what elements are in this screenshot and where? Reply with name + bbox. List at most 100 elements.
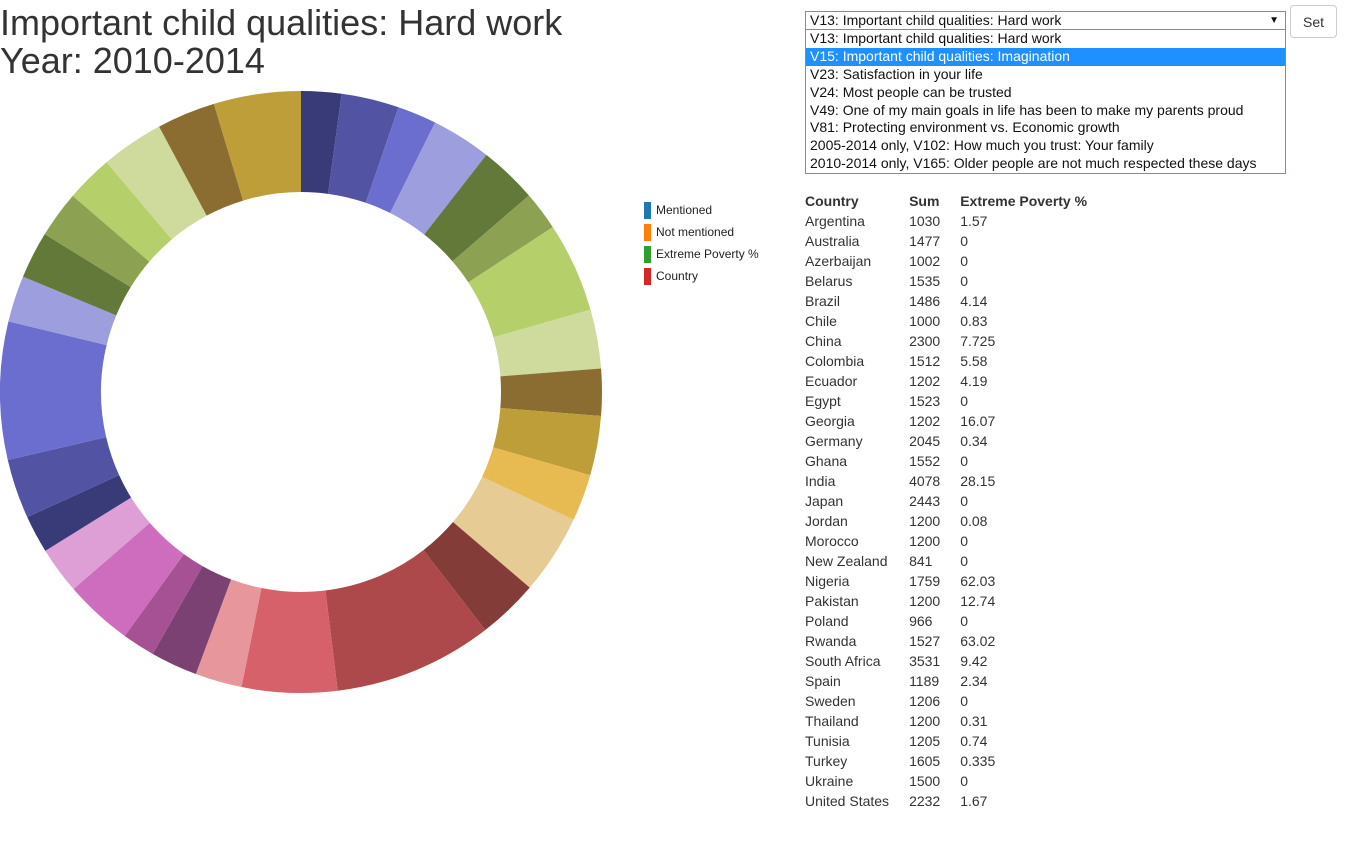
table-row: Ecuador 1202 4.19 <box>805 371 1087 391</box>
legend-item: Extreme Poverty % <box>644 243 759 265</box>
table-cell: New Zealand <box>805 553 888 569</box>
table-cell: Colombia <box>805 353 865 369</box>
dropdown-arrow-icon[interactable]: ▼ <box>1269 15 1279 26</box>
title-question: Important child qualities: Hard work <box>0 2 563 43</box>
table-cell: 12.74 <box>960 593 996 609</box>
table-header-row: Country Sum Extreme Poverty % <box>805 191 1087 211</box>
donut-slice-georgia <box>482 447 591 520</box>
table-cell: 4078 <box>909 473 941 489</box>
legend-item: Mentioned <box>644 199 759 221</box>
table-cell: 16.07 <box>960 413 996 429</box>
donut-slice-azerbaijan <box>365 107 436 213</box>
table-row: Egypt 1523 0 <box>805 391 1087 411</box>
table-cell: China <box>805 333 842 349</box>
legend-swatch <box>644 267 651 285</box>
table-row: Colombia 1512 5.58 <box>805 351 1087 371</box>
table-cell: 0.74 <box>960 733 988 749</box>
table-row: Azerbaijan 1002 0 <box>805 251 1087 271</box>
table-cell: 1527 <box>909 633 941 649</box>
table-row: Chile 1000 0.83 <box>805 311 1087 331</box>
table-cell: 3531 <box>909 653 941 669</box>
table-cell: 1202 <box>909 373 941 389</box>
table-cell: 1030 <box>909 213 941 229</box>
table-cell: Poland <box>805 613 849 629</box>
table-cell: 1202 <box>909 413 941 429</box>
table-cell: 0 <box>960 553 969 569</box>
variable-option[interactable]: 2010-2014 only, V165: Older people are n… <box>810 155 1257 172</box>
table-cell: 1486 <box>909 293 941 309</box>
table-cell: 2300 <box>909 333 941 349</box>
table-cell: Nigeria <box>805 573 850 589</box>
donut-slice-brazil <box>424 154 529 262</box>
table-row: Brazil 1486 4.14 <box>805 291 1087 311</box>
table-cell: 0 <box>960 253 969 269</box>
variable-option[interactable]: V24: Most people can be trusted <box>810 83 1012 100</box>
donut-slice-germany <box>452 476 574 588</box>
table-cell: Turkey <box>805 753 848 769</box>
table-cell: 0 <box>960 493 969 509</box>
page-title: Important child qualities: Hard work Yea… <box>0 4 562 80</box>
column-header: Sum <box>909 193 940 209</box>
variable-option[interactable]: V15: Important child qualities: Imaginat… <box>806 47 1285 66</box>
table-row: Jordan 1200 0.08 <box>805 511 1087 531</box>
table-cell: United States <box>805 793 890 809</box>
table-cell: 63.02 <box>960 633 996 649</box>
table-cell: 2045 <box>909 433 941 449</box>
variable-option[interactable]: 2005-2014 only, V102: How much you trust… <box>810 137 1154 154</box>
set-button[interactable]: Set <box>1290 5 1337 38</box>
table-cell: 28.15 <box>960 473 996 489</box>
variable-option[interactable]: V49: One of my main goals in life has be… <box>810 101 1244 118</box>
table-cell: Sweden <box>805 693 856 709</box>
table-cell: Pakistan <box>805 593 859 609</box>
table-cell: Azerbaijan <box>805 253 872 269</box>
selected-variable: V13: Important child qualities: Hard wor… <box>810 12 1062 28</box>
table-cell: 2.34 <box>960 673 988 689</box>
table-row: Germany 2045 0.34 <box>805 431 1087 451</box>
variable-select-box[interactable]: V13: Important child qualities: Hard wor… <box>805 11 1286 30</box>
table-cell: 1200 <box>909 593 941 609</box>
column-header: Country <box>805 193 859 209</box>
table-cell: 1535 <box>909 273 941 289</box>
table-row: Pakistan 1200 12.74 <box>805 591 1087 611</box>
table-cell: Chile <box>805 313 837 329</box>
table-cell: 1552 <box>909 453 941 469</box>
table-cell: 0 <box>960 693 969 709</box>
table-cell: 1477 <box>909 233 941 249</box>
table-cell: 0 <box>960 533 969 549</box>
table-row: India 4078 28.15 <box>805 471 1087 491</box>
table-cell: 1523 <box>909 393 941 409</box>
variable-option[interactable]: V13: Important child qualities: Hard wor… <box>810 30 1062 46</box>
table-row: Tunisia 1205 0.74 <box>805 731 1087 751</box>
donut-slice-spain <box>8 276 117 346</box>
table-row: New Zealand 841 0 <box>805 551 1087 571</box>
table-row: Argentina 1030 1.57 <box>805 211 1087 231</box>
table-cell: 1200 <box>909 533 941 549</box>
table-cell: Rwanda <box>805 633 857 649</box>
table-cell: 9.42 <box>960 653 988 669</box>
table-cell: Argentina <box>805 213 865 229</box>
legend-label: Extreme Poverty % <box>656 247 759 261</box>
column-header: Extreme Poverty % <box>960 193 1088 209</box>
donut-slice-ukraine <box>159 103 244 216</box>
table-row: Nigeria 1759 62.03 <box>805 571 1087 591</box>
table-cell: Morocco <box>805 533 859 549</box>
table-row: Ghana 1552 0 <box>805 451 1087 471</box>
variable-options-list[interactable]: V13: Important child qualities: Hard wor… <box>805 30 1286 175</box>
legend-swatch <box>644 201 651 219</box>
table-cell: Thailand <box>805 713 859 729</box>
table-cell: Brazil <box>805 293 841 309</box>
table-cell: 1205 <box>909 733 941 749</box>
variable-option[interactable]: V81: Protecting environment vs. Economic… <box>810 119 1120 136</box>
donut-slice-australia <box>328 93 399 203</box>
table-cell: Spain <box>805 673 841 689</box>
variable-option[interactable]: V23: Satisfaction in your life <box>810 65 983 82</box>
table-cell: 1759 <box>909 573 941 589</box>
table-cell: Australia <box>805 233 860 249</box>
table-row: Thailand 1200 0.31 <box>805 711 1087 731</box>
table-cell: Germany <box>805 433 863 449</box>
legend-item: Not mentioned <box>644 221 759 243</box>
table-cell: 0.83 <box>960 313 988 329</box>
donut-slice-united-states <box>213 91 301 201</box>
variable-select[interactable]: V13: Important child qualities: Hard wor… <box>805 11 1286 175</box>
table-cell: 1206 <box>909 693 941 709</box>
